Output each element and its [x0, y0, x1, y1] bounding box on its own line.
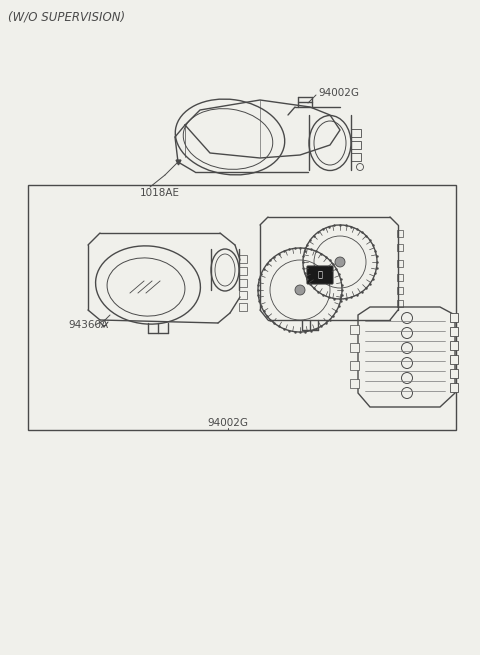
Bar	[397, 274, 403, 281]
Text: ⧗: ⧗	[317, 271, 323, 280]
Bar	[450, 355, 458, 364]
Bar	[397, 260, 403, 267]
Circle shape	[295, 285, 305, 295]
Bar	[350, 343, 359, 352]
Bar	[351, 141, 361, 149]
Bar	[397, 287, 403, 294]
FancyBboxPatch shape	[307, 266, 333, 284]
Text: 94002G: 94002G	[207, 418, 249, 428]
Bar	[351, 153, 361, 161]
Bar	[239, 279, 247, 287]
Text: 94360A: 94360A	[68, 320, 108, 330]
Circle shape	[335, 257, 345, 267]
Bar	[239, 267, 247, 275]
Bar	[350, 379, 359, 388]
Bar	[239, 255, 247, 263]
Bar	[397, 230, 403, 237]
Bar	[397, 244, 403, 251]
Bar	[239, 303, 247, 311]
Bar	[397, 300, 403, 307]
Bar	[450, 313, 458, 322]
Bar	[351, 129, 361, 137]
Text: 94002G: 94002G	[318, 88, 359, 98]
Bar	[350, 361, 359, 370]
Bar	[450, 383, 458, 392]
Bar	[450, 341, 458, 350]
Bar	[28, 185, 456, 430]
Bar	[450, 327, 458, 336]
Text: (W/O SUPERVISION): (W/O SUPERVISION)	[8, 11, 125, 24]
Bar	[450, 369, 458, 378]
Text: 1018AE: 1018AE	[140, 188, 180, 198]
Bar	[350, 325, 359, 334]
Bar	[239, 291, 247, 299]
